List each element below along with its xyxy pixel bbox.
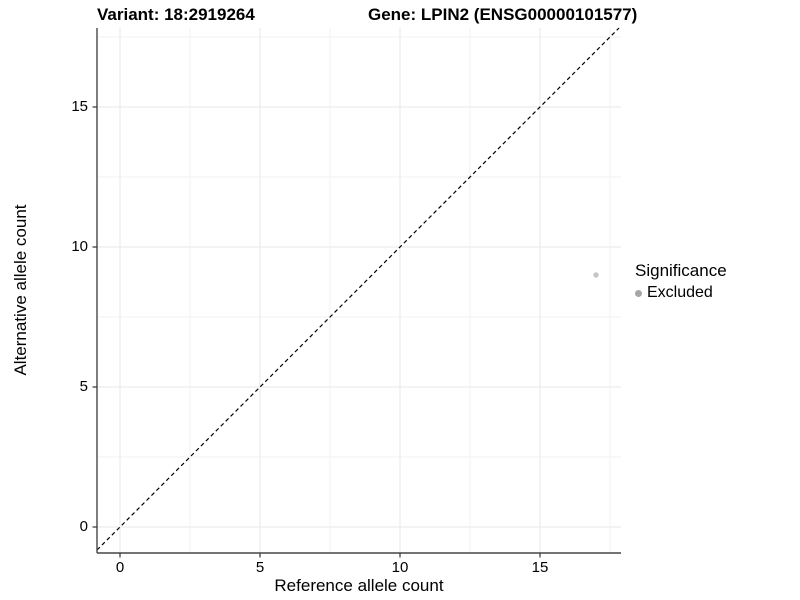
gene-title: Gene: LPIN2 (ENSG00000101577) (368, 5, 638, 24)
legend-point-icon (635, 289, 642, 297)
y-tick-label: 15 (71, 98, 88, 115)
data-point (593, 272, 599, 278)
x-tick-label: 0 (115, 559, 125, 576)
x-tick-label: 15 (531, 559, 549, 576)
legend-items: Excluded (635, 284, 727, 302)
legend-item: Excluded (635, 284, 727, 302)
y-axis-title: Alternative allele count (11, 204, 30, 376)
x-tick-label: 10 (391, 559, 409, 576)
y-tick-label: 10 (71, 238, 88, 255)
y-tick-label: 5 (79, 378, 88, 395)
variant-title: Variant: 18:2919264 (97, 5, 255, 24)
identity-line (96, 27, 620, 551)
legend: Significance Excluded (635, 261, 727, 302)
y-tick-label: 0 (79, 518, 88, 535)
x-axis-title: Reference allele count (274, 576, 444, 595)
x-tick-label: 5 (255, 559, 265, 576)
legend-item-label: Excluded (647, 284, 713, 301)
legend-title: Significance (635, 261, 727, 280)
